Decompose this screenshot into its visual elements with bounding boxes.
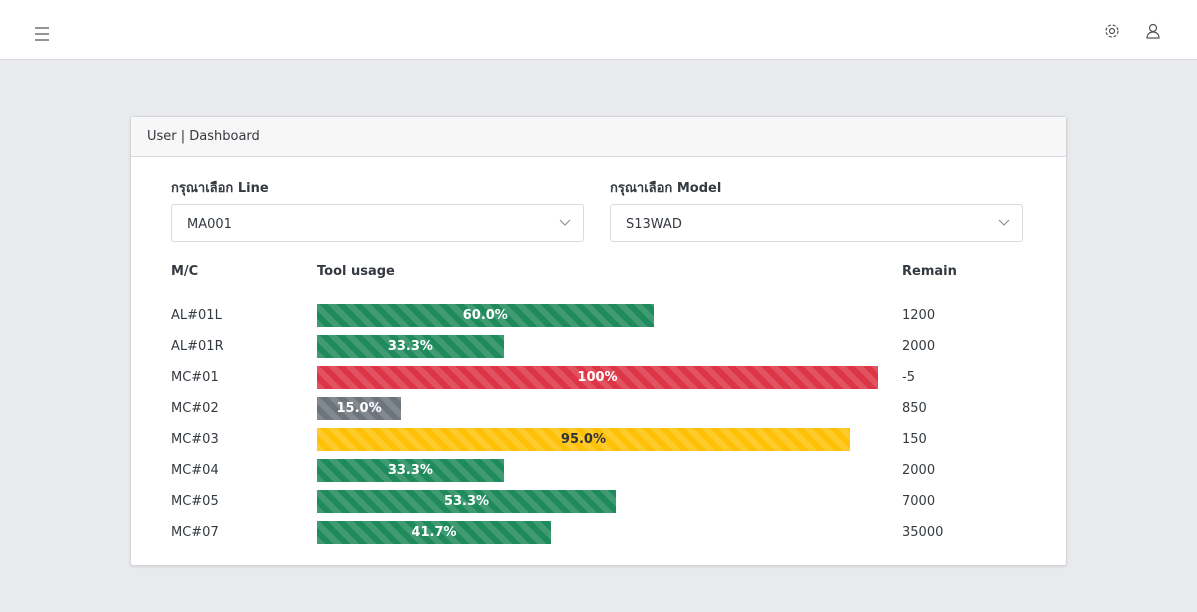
remain: 35000 [902, 525, 944, 540]
usage-label: 53.3% [443, 494, 490, 509]
remain: 1200 [902, 308, 936, 323]
column-header: M/C [171, 264, 199, 279]
usage-track: 53.3% [317, 490, 878, 513]
remain: 2000 [902, 463, 936, 478]
select-value: S13WAD [626, 217, 682, 232]
machine: MC#05 [171, 494, 219, 509]
machine: MC#07 [171, 525, 219, 540]
usage-bar: 41.7% [317, 521, 551, 544]
usage-label: 33.3% [387, 463, 433, 478]
menu-button[interactable] [34, 26, 50, 42]
machine: MC#01 [171, 370, 219, 385]
usage-bar: 60.0% [317, 304, 654, 327]
filter-label: กรุณาเลือก Model [610, 181, 722, 196]
line-select[interactable]: MA001 [171, 204, 584, 242]
usage-bar: 33.3% [317, 335, 504, 358]
remain: 2000 [902, 339, 936, 354]
settings-button[interactable] [1104, 23, 1120, 39]
usage-track: 100% [317, 366, 878, 389]
column-header: Remain [902, 264, 957, 279]
remain: 7000 [902, 494, 936, 509]
usage-track: 95.0% [317, 428, 878, 451]
chevron [998, 219, 1010, 226]
breadcrumb: User | Dashboard [131, 117, 1066, 157]
usage-bar: 15.0% [317, 397, 402, 420]
usage-label: 60.0% [462, 308, 508, 323]
user-button[interactable] [1145, 23, 1161, 39]
top-bar [0, 0, 1197, 60]
machine: MC#02 [171, 401, 219, 416]
usage-label: 95.0% [560, 432, 607, 447]
column-header: Tool usage [317, 264, 395, 279]
usage-bar: 33.3% [317, 459, 504, 482]
usage-label: 100% [577, 370, 618, 385]
chevron [559, 219, 571, 226]
remain: 850 [902, 401, 927, 416]
remain: 150 [902, 432, 927, 447]
machine: AL#01L [171, 308, 222, 323]
machine: MC#04 [171, 463, 219, 478]
usage-bar: 95.0% [317, 428, 850, 451]
select-value: MA001 [187, 217, 232, 232]
usage-track: 33.3% [317, 335, 878, 358]
filter-label: กรุณาเลือก Line [171, 181, 269, 196]
usage-label: 33.3% [387, 339, 433, 354]
usage-track: 41.7% [317, 521, 878, 544]
machine: AL#01R [171, 339, 224, 354]
usage-label: 41.7% [411, 525, 457, 540]
remain: -5 [902, 370, 915, 385]
dashboard-card: User | Dashboard กรุณาเลือก Line MA001 ก… [130, 116, 1067, 566]
usage-track: 60.0% [317, 304, 878, 327]
usage-track: 33.3% [317, 459, 878, 482]
model-select[interactable]: S13WAD [610, 204, 1023, 242]
machine: MC#03 [171, 432, 219, 447]
usage-label: 15.0% [336, 401, 382, 416]
usage-bar: 53.3% [317, 490, 616, 513]
usage-bar: 100% [317, 366, 878, 389]
usage-track: 15.0% [317, 397, 878, 420]
